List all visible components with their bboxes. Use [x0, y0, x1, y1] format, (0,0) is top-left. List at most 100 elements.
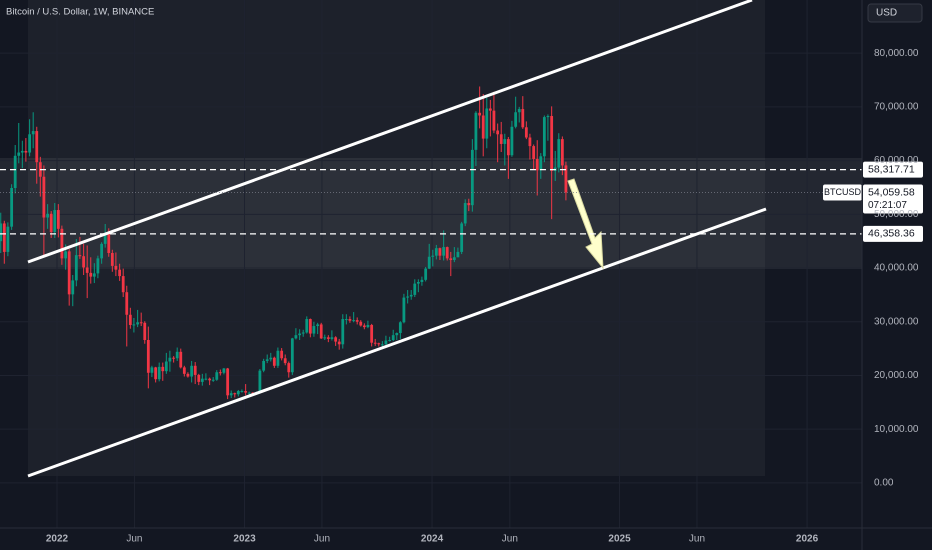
candle-body [564, 165, 568, 193]
candle-body [474, 112, 478, 150]
candle-body [269, 357, 273, 360]
y-tick-label: 20,000.00 [874, 370, 919, 381]
candle-body [488, 108, 492, 111]
candle-body [319, 324, 323, 339]
candle-body [532, 146, 536, 159]
drawing-zone [28, 0, 765, 476]
candle-body [103, 233, 107, 244]
candles [0, 86, 568, 400]
candle-body [391, 335, 395, 341]
candle-body [370, 324, 374, 343]
candle-body [226, 368, 230, 396]
last-price-tag [863, 184, 923, 214]
candle-body [28, 134, 32, 153]
price-tag-label: 46,358.36 [868, 228, 915, 240]
y-tick-label: 0.00 [874, 478, 894, 489]
candle-body [107, 233, 111, 253]
candle-body [56, 210, 60, 229]
candle-body [380, 344, 384, 346]
candle-body [67, 251, 71, 295]
candle-body [49, 213, 53, 233]
arrow [567, 178, 604, 270]
y-tick-label: 60,000.00 [874, 155, 919, 166]
candle-body [96, 258, 100, 274]
candle-body [200, 378, 204, 382]
candle-body [456, 251, 460, 258]
candle-body [546, 116, 550, 118]
currency-button[interactable] [867, 3, 923, 23]
overlay: 58,317.71 46,358.36 BTCUSD 54,059.58 07:21:0… [0, 161, 923, 242]
candle-body [539, 156, 543, 171]
candle-body [10, 187, 14, 227]
candle-body [150, 367, 154, 373]
candle-body [204, 378, 208, 380]
candle-body [118, 269, 122, 277]
x-tick-label: Jun [126, 534, 142, 545]
candle-body [355, 320, 359, 322]
candle-body [60, 228, 64, 259]
candle-body [298, 333, 302, 336]
candle-body [215, 372, 219, 380]
candle-body [409, 294, 413, 297]
x-tick-label: Jun [314, 534, 330, 545]
candle-body [13, 155, 17, 188]
candle-body [100, 243, 104, 259]
candle-body [240, 391, 244, 393]
candle-body [481, 115, 485, 139]
candle-body [485, 108, 489, 139]
candle-body [316, 324, 320, 327]
candle-body [89, 272, 93, 277]
candle-body [348, 319, 352, 321]
candle-body [42, 176, 46, 218]
candle-body [161, 366, 165, 372]
candle-body [460, 223, 464, 252]
candle-body [139, 322, 143, 324]
x-tick-label: 2026 [796, 534, 819, 545]
candle-body [499, 134, 503, 144]
x-tick-label: Jun [689, 534, 705, 545]
x-tick-label: 2025 [608, 534, 631, 545]
x-tick-label: 2023 [233, 534, 256, 545]
candle-body [136, 322, 140, 325]
candle-body [211, 379, 215, 381]
candle-body [326, 337, 330, 339]
candle-body [236, 391, 240, 395]
candle-body [427, 256, 431, 269]
candle-body [35, 131, 39, 163]
y-tick-label: 70,000.00 [874, 102, 919, 113]
y-tick-label: 10,000.00 [874, 424, 919, 435]
currency-label[interactable]: USD [876, 8, 897, 19]
candle-body [301, 332, 305, 334]
candle-body [262, 360, 266, 371]
candle-body [542, 117, 546, 157]
candle-body [71, 280, 75, 295]
channel-upper [27, 0, 753, 264]
chart-title: Bitcoin / U.S. Dollar, 1W, BINANCE [6, 7, 154, 18]
candle-body [287, 363, 291, 373]
candle-body [229, 393, 233, 396]
candle-body [175, 351, 179, 359]
candle-body [334, 337, 338, 342]
candle-body [560, 139, 564, 166]
candle-body [121, 276, 125, 293]
candle-body [125, 292, 129, 315]
candle-body [424, 268, 428, 280]
candle-body [258, 370, 262, 393]
candle-body [312, 326, 316, 334]
candle-body [528, 137, 532, 147]
candle-body [222, 368, 226, 373]
candle-body [305, 319, 309, 333]
candle-body [359, 321, 363, 326]
candle-body [406, 296, 410, 298]
candle-body [362, 325, 366, 328]
candle-body [308, 319, 312, 334]
candle-body [20, 150, 24, 153]
candle-body [420, 279, 424, 282]
candle-body [337, 341, 341, 345]
candle-body [2, 223, 6, 252]
price-tag [863, 225, 923, 242]
x-tick-label: 2024 [421, 534, 444, 545]
candle-body [431, 255, 435, 257]
candle-body [265, 359, 269, 361]
candle-body [193, 365, 197, 375]
